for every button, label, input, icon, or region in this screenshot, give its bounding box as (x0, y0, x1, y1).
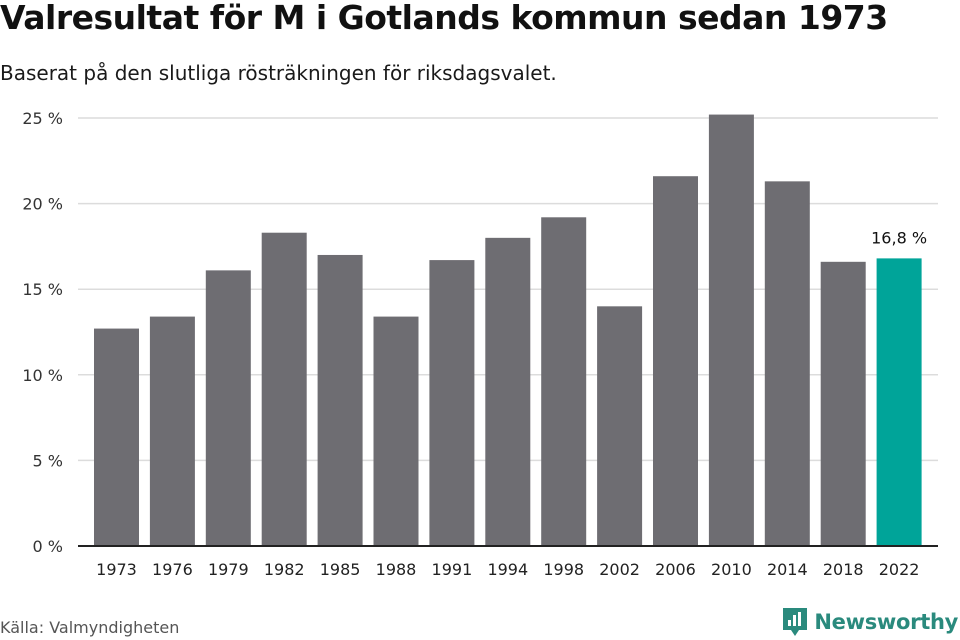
y-tick-label: 0 % (33, 537, 63, 556)
x-tick-label: 1998 (543, 560, 584, 579)
bar (261, 232, 307, 547)
bar (317, 254, 363, 546)
y-tick-label: 10 % (22, 366, 63, 385)
y-tick-label: 20 % (22, 195, 63, 214)
chart-subtitle: Baserat på den slutliga rösträkningen fö… (0, 61, 557, 85)
bar (94, 328, 139, 546)
x-tick-label: 2006 (655, 560, 696, 579)
bar (373, 316, 419, 546)
brand-name: Newsworthy (814, 610, 958, 634)
bar-chart: 0 % 5 % 10 % 15 % 20 % 25 % 1973 1976 1979 1982 19… (22, 109, 938, 579)
bar (764, 181, 810, 546)
x-tick-label: 2014 (767, 560, 808, 579)
x-tick-label: 1991 (432, 560, 473, 579)
bar (429, 260, 475, 546)
bar (485, 237, 531, 546)
x-tick-label: 2022 (879, 560, 920, 579)
x-tick-label: 1979 (208, 560, 249, 579)
newsworthy-logo-icon (783, 608, 808, 636)
bar (149, 316, 195, 546)
x-tick-label: 1994 (487, 560, 528, 579)
bar (708, 114, 754, 547)
bar (541, 217, 587, 546)
x-tick-label: 1985 (320, 560, 361, 579)
data-label: 16,8 % (871, 228, 927, 247)
y-tick-label: 5 % (33, 451, 63, 470)
x-tick-label: 2002 (599, 560, 640, 579)
x-tick-label: 1988 (376, 560, 417, 579)
bar (653, 176, 698, 546)
x-tick-label: 1976 (152, 560, 193, 579)
y-tick-label: 15 % (22, 280, 63, 299)
bar (597, 306, 643, 546)
bar (876, 258, 922, 546)
source-note: Källa: Valmyndigheten (0, 618, 180, 637)
chart-title: Valresultat för M i Gotlands kommun seda… (0, 0, 888, 37)
y-tick-label: 25 % (22, 109, 63, 128)
bar (205, 270, 251, 546)
x-tick-label: 1973 (96, 560, 137, 579)
x-tick-label: 2010 (711, 560, 752, 579)
x-tick-label: 1982 (264, 560, 305, 579)
brand-logo[interactable]: Newsworthy (782, 607, 958, 637)
x-tick-label: 2018 (823, 560, 864, 579)
bar (820, 261, 866, 546)
